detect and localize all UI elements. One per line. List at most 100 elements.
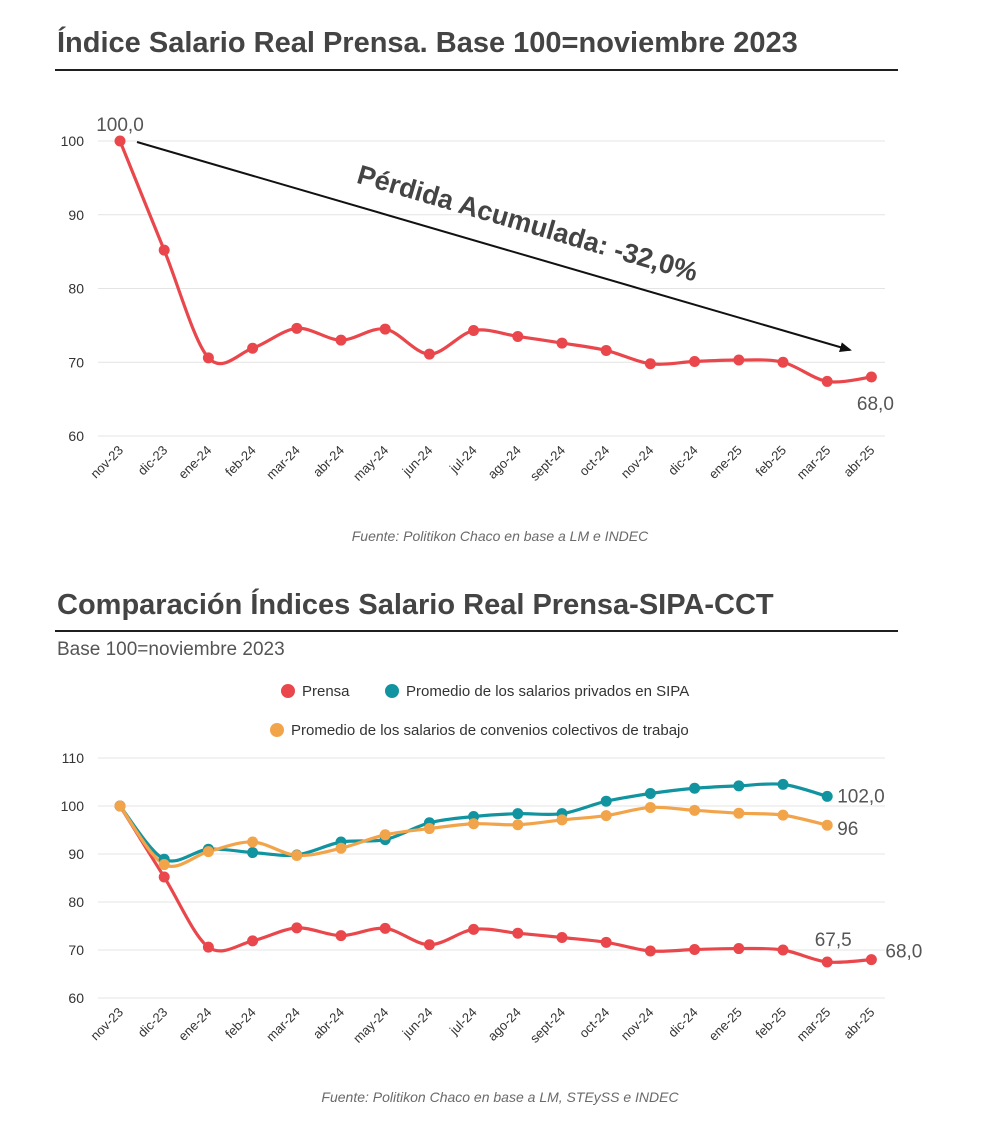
- chart2-point-sipa: [821, 790, 833, 802]
- chart2-point-prensa: [423, 939, 435, 951]
- chart1-point-prensa: [291, 322, 303, 334]
- chart2-point-cct: [644, 801, 656, 813]
- chart2-subtitle: Base 100=noviembre 2023: [57, 639, 285, 660]
- chart1-point-prensa: [114, 135, 126, 147]
- chart1-xtick-label: mar-25: [794, 443, 834, 483]
- chart2-xtick-label: ene-24: [175, 1005, 214, 1044]
- chart2-series-line-prensa: [118, 804, 873, 964]
- chart1-point-prensa: [379, 323, 391, 335]
- chart1-point-prensa: [865, 371, 877, 383]
- chart2-point-prensa: [821, 956, 833, 968]
- chart2-point-cct: [247, 836, 259, 848]
- chart1-xtick-label: dic-24: [665, 443, 701, 479]
- chart2-point-cct: [291, 849, 303, 861]
- chart1-xtick-label: abr-24: [310, 443, 347, 480]
- chart2-point-cct: [777, 809, 789, 821]
- chart2-point-sipa: [733, 780, 745, 792]
- chart2-point-cct: [202, 846, 214, 858]
- chart2-point-prensa: [556, 932, 568, 944]
- chart1-point-prensa: [644, 358, 656, 370]
- chart1-xtick-label: mar-24: [263, 443, 303, 483]
- chart2-xtick-label: feb-25: [752, 1005, 789, 1042]
- chart2-point-prensa: [335, 930, 347, 942]
- chart1-xtick-label: dic-23: [135, 443, 171, 479]
- chart1-xtick-label: jun-24: [399, 443, 436, 480]
- chart1-title: Índice Salario Real Prensa. Base 100=nov…: [57, 27, 798, 59]
- chart1-data-label: 68,0: [857, 394, 894, 415]
- chart1-xtick-label: nov-24: [618, 443, 657, 482]
- chart2-point-prensa: [202, 941, 214, 953]
- chart2-point-cct: [512, 819, 524, 831]
- chart1-point-prensa: [689, 356, 701, 368]
- chart2-ytick-label: 110: [62, 750, 85, 766]
- chart2-point-sipa: [689, 782, 701, 794]
- chart2-legend-label-sipa: Promedio de los salarios privados en SIP…: [406, 683, 689, 700]
- chart1-point-prensa: [247, 342, 259, 354]
- chart2-data-label: 68,0: [885, 942, 922, 963]
- chart2-ytick-label: 60: [68, 990, 84, 1006]
- chart2-xtick-label: oct-24: [576, 1005, 612, 1041]
- chart1-point-prensa: [733, 354, 745, 366]
- chart1-point-prensa: [512, 330, 524, 342]
- chart1-ytick-label: 70: [68, 354, 84, 370]
- chart2-point-prensa: [247, 935, 259, 947]
- chart2-xtick-label: sept-24: [527, 1005, 568, 1046]
- chart2-point-prensa: [689, 944, 701, 956]
- chart2-title: Comparación Índices Salario Real Prensa-…: [57, 589, 774, 621]
- chart1-title-rule: [55, 69, 898, 71]
- chart1-xtick-label: nov-23: [87, 443, 126, 482]
- chart1-ytick-label: 60: [68, 428, 84, 444]
- chart2-legend-swatch-cct: [270, 723, 284, 737]
- chart1-point-prensa: [777, 356, 789, 368]
- chart2-point-cct: [600, 810, 612, 822]
- chart1-point-prensa: [158, 244, 170, 256]
- chart2-xtick-label: ago-24: [485, 1005, 524, 1044]
- chart2-ytick-label: 70: [68, 942, 84, 958]
- chart1-xtick-label: jul-24: [446, 443, 480, 477]
- chart2-xtick-label: abr-24: [310, 1005, 347, 1042]
- chart2-point-cct: [335, 842, 347, 854]
- chart2-point-sipa: [512, 808, 524, 820]
- chart1-xtick-label: sept-24: [527, 443, 568, 484]
- chart2-data-label: 96: [837, 819, 858, 840]
- chart1-ytick-label: 90: [68, 207, 84, 223]
- chart2-point-prensa: [291, 922, 303, 934]
- chart2-point-cct: [158, 859, 170, 871]
- chart2-xtick-label: may-24: [350, 1005, 391, 1046]
- chart2-point-prensa: [379, 922, 391, 934]
- chart2-point-prensa: [468, 923, 480, 935]
- chart2-xtick-label: dic-24: [665, 1005, 701, 1041]
- chart2-point-prensa: [512, 927, 524, 939]
- chart1-point-prensa: [821, 375, 833, 387]
- chart2-xtick-label: nov-23: [87, 1005, 126, 1044]
- chart1-ytick-label: 100: [61, 133, 85, 149]
- chart2-ytick-label: 100: [61, 798, 85, 814]
- chart1-xtick-label: oct-24: [576, 443, 612, 479]
- chart2-legend-swatch-prensa: [281, 684, 295, 698]
- chart2-title-rule: [55, 630, 898, 632]
- chart2-point-prensa: [777, 944, 789, 956]
- chart2-point-prensa: [733, 943, 745, 955]
- chart2-point-sipa: [600, 795, 612, 807]
- chart2-xtick-label: mar-24: [263, 1005, 303, 1045]
- chart2-xtick-label: jun-24: [399, 1005, 436, 1042]
- chart2-xtick-label: dic-23: [135, 1005, 171, 1041]
- chart1-point-prensa: [556, 337, 568, 349]
- chart2-point-prensa: [865, 954, 877, 966]
- chart2-point-sipa: [247, 847, 259, 859]
- chart2-point-prensa: [158, 871, 170, 883]
- chart1-xtick-label: abr-25: [840, 443, 877, 480]
- chart1-xtick-label: feb-24: [222, 443, 259, 480]
- chart1-ytick-label: 80: [68, 281, 84, 297]
- chart1-series-line-prensa: [118, 139, 873, 384]
- chart1-loss-annotation: Pérdida Acumulada: -32,0%: [354, 159, 701, 287]
- chart2-legend-swatch-sipa: [385, 684, 399, 698]
- chart2-point-sipa: [777, 778, 789, 790]
- chart1-point-prensa: [335, 334, 347, 346]
- chart1-xtick-label: may-24: [350, 443, 391, 484]
- chart2-ytick-label: 80: [68, 894, 84, 910]
- chart2-legend-label-cct: Promedio de los salarios de convenios co…: [291, 722, 689, 739]
- chart2-point-prensa: [644, 945, 656, 957]
- chart2-point-sipa: [644, 788, 656, 800]
